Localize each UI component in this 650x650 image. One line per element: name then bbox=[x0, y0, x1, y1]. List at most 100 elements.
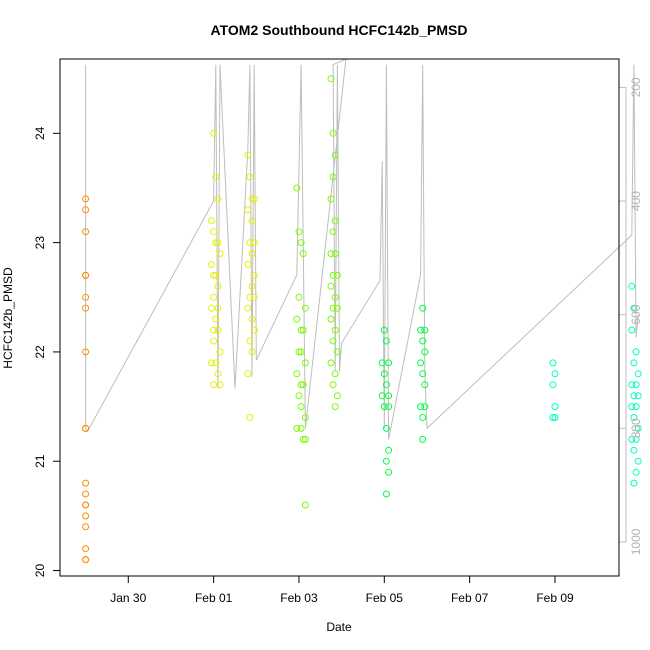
data-point bbox=[628, 282, 636, 290]
data-point bbox=[82, 490, 90, 498]
data-point bbox=[299, 435, 307, 443]
data-point bbox=[250, 195, 258, 203]
data-point bbox=[634, 392, 642, 400]
data-point bbox=[244, 304, 252, 312]
data-point bbox=[329, 304, 337, 312]
secondary-y-tick-label: 600 bbox=[629, 304, 643, 324]
data-point bbox=[301, 414, 309, 421]
data-point bbox=[250, 326, 258, 334]
data-point bbox=[632, 435, 640, 443]
data-point bbox=[551, 403, 559, 411]
data-point bbox=[244, 261, 252, 268]
data-points-layer bbox=[82, 75, 642, 564]
data-point bbox=[301, 304, 309, 312]
x-axis-label: Date bbox=[326, 620, 352, 634]
data-point bbox=[333, 271, 341, 279]
data-point bbox=[250, 271, 258, 279]
data-point bbox=[331, 217, 339, 225]
data-point bbox=[214, 282, 222, 290]
chart-title: ATOM2 Southbound HCFC142b_PMSD bbox=[211, 22, 468, 38]
data-point bbox=[208, 359, 215, 367]
data-point bbox=[210, 337, 218, 345]
data-point bbox=[331, 403, 339, 411]
data-point bbox=[382, 424, 390, 432]
data-point bbox=[634, 424, 642, 432]
data-point bbox=[82, 293, 90, 301]
data-point bbox=[82, 479, 90, 487]
x-tick-label: Feb 05 bbox=[366, 591, 404, 605]
data-point bbox=[246, 173, 254, 181]
data-point bbox=[329, 129, 337, 137]
data-point bbox=[630, 414, 638, 421]
x-tick-label: Feb 07 bbox=[451, 591, 489, 605]
data-point bbox=[380, 326, 388, 334]
data-point bbox=[248, 217, 256, 225]
data-point bbox=[212, 173, 220, 181]
data-point bbox=[248, 348, 256, 356]
data-point bbox=[82, 271, 90, 279]
y-axis-label: HCFC142b_PMSD bbox=[1, 267, 15, 369]
data-point bbox=[551, 370, 559, 378]
y-tick-label: 23 bbox=[33, 236, 47, 250]
y-tick-label: 24 bbox=[33, 126, 47, 140]
data-point bbox=[331, 293, 339, 301]
data-point bbox=[82, 545, 90, 553]
data-point bbox=[329, 381, 337, 389]
data-point bbox=[331, 370, 339, 378]
data-point bbox=[329, 337, 337, 345]
data-point bbox=[628, 326, 636, 334]
data-point bbox=[210, 271, 218, 279]
data-point bbox=[421, 326, 429, 334]
data-point bbox=[634, 457, 642, 465]
data-point bbox=[385, 403, 393, 411]
data-point bbox=[216, 348, 224, 356]
altitude-track-layer bbox=[85, 58, 639, 440]
data-point bbox=[632, 348, 640, 356]
secondary-y-tick-label: 400 bbox=[629, 191, 643, 211]
data-point bbox=[419, 337, 427, 345]
data-point bbox=[82, 304, 90, 312]
data-point bbox=[297, 239, 305, 247]
data-point bbox=[632, 381, 640, 389]
data-point bbox=[244, 370, 252, 378]
data-point bbox=[327, 282, 335, 290]
data-point bbox=[329, 228, 337, 236]
data-point bbox=[210, 326, 218, 334]
x-tick-label: Jan 30 bbox=[110, 591, 146, 605]
data-point bbox=[382, 337, 390, 345]
data-point bbox=[214, 326, 222, 334]
data-point bbox=[212, 239, 220, 247]
data-point bbox=[333, 348, 341, 356]
data-point bbox=[327, 250, 335, 258]
data-point bbox=[632, 403, 640, 411]
data-point bbox=[214, 370, 222, 378]
data-point bbox=[293, 184, 301, 192]
data-point bbox=[549, 414, 557, 421]
data-point bbox=[333, 392, 341, 400]
data-point bbox=[301, 435, 309, 443]
data-point bbox=[385, 468, 393, 476]
data-point bbox=[551, 414, 559, 421]
data-point bbox=[331, 326, 339, 334]
data-point bbox=[329, 173, 337, 181]
data-point bbox=[246, 293, 254, 301]
x-tick-label: Feb 09 bbox=[536, 591, 574, 605]
data-point bbox=[212, 315, 220, 323]
data-point bbox=[248, 195, 256, 203]
secondary-y-tick-label: 1000 bbox=[629, 528, 643, 555]
x-tick-label: Feb 01 bbox=[195, 591, 233, 605]
data-point bbox=[248, 315, 256, 323]
y-tick-label: 20 bbox=[33, 564, 47, 578]
data-point bbox=[82, 348, 90, 356]
data-point bbox=[248, 282, 256, 290]
data-point bbox=[244, 151, 252, 159]
data-point bbox=[208, 217, 215, 225]
data-point bbox=[549, 381, 557, 389]
data-point bbox=[417, 359, 425, 367]
data-point bbox=[630, 446, 638, 454]
data-point bbox=[295, 228, 303, 236]
data-point bbox=[214, 239, 222, 247]
data-point bbox=[82, 228, 90, 236]
data-point bbox=[250, 239, 258, 247]
data-point bbox=[301, 359, 309, 367]
